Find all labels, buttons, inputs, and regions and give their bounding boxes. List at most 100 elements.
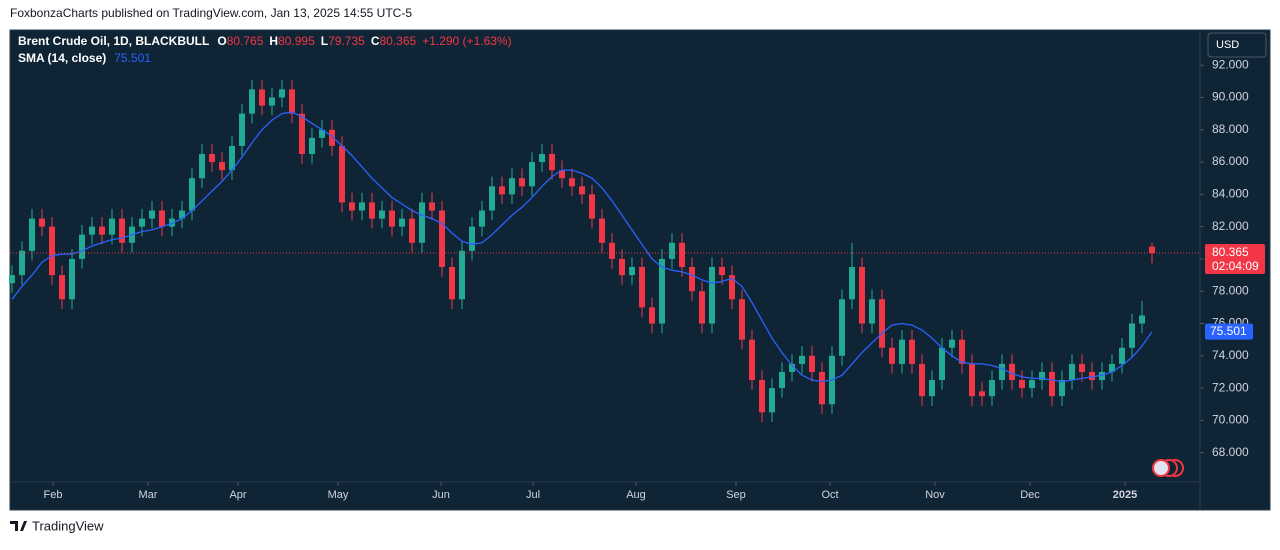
last-price-tag [1205,244,1265,275]
candle-body [699,291,705,324]
candle-body [429,202,435,211]
candle-body [819,371,825,405]
candle-body [69,258,75,300]
candle-body [1129,323,1135,348]
currency[interactable]: USD [1216,39,1239,51]
candle-body [939,347,945,381]
candle-body [339,145,345,203]
candle-body [789,363,795,372]
candle-body [659,258,665,324]
countdown: 02:04:09 [1212,259,1259,273]
candle-body [49,226,55,276]
sma-line [11,111,1153,383]
legend-header: Brent Crude Oil, 1D, BLACKBULL O80.765 H80… [18,34,512,48]
candle-body [649,307,655,324]
sma-tag [1205,323,1253,340]
x-tick-label: 2025 [1113,489,1137,501]
y-tick-label: 74.000 [1212,348,1249,362]
candle-body [969,363,975,397]
candle-body [729,275,735,300]
y-tick-label: 92.000 [1212,57,1249,71]
candle-body [799,355,805,364]
candle-body [979,391,985,397]
candle-body [169,218,175,227]
candle-body [1099,371,1105,381]
y-tick-label: 84.000 [1212,187,1249,201]
candle-body [889,347,895,364]
candle-body [899,339,905,364]
candle-body [959,339,965,364]
x-tick-label: Sep [726,489,746,501]
candle-body [469,226,475,251]
ohlc-value: 80.365 [379,34,416,48]
candle-body [499,186,505,195]
candle-body [289,89,295,114]
candle-body [369,202,375,219]
candle-body [579,186,585,195]
candle-body [779,371,785,389]
candle-body [309,137,315,154]
candle-body [1039,371,1045,381]
logo [10,521,27,531]
candle-body [1029,380,1035,389]
ohlc-value: 79.735 [328,34,365,48]
x-tick-label: Dec [1020,489,1040,501]
candle-body [589,194,595,219]
brand: TradingView [32,518,104,533]
y-tick-label: 86.000 [1212,154,1249,168]
candle-body [919,363,925,397]
candle-body [229,145,235,171]
candle-body [239,113,245,146]
candle-body [99,226,105,235]
candle-body [569,178,575,187]
candle-body [1059,380,1065,397]
ohlc-letter: H [269,34,278,48]
candle-body [849,267,855,300]
ohlc-letter: C [371,34,380,48]
candle-body [259,89,265,106]
x-tick-label: Aug [626,489,646,501]
candle-body [1019,380,1025,389]
candle-body [639,267,645,308]
candle-body [79,234,85,259]
ohlc-value: 80.995 [278,34,315,48]
candle-body [1139,315,1145,324]
candle-body [29,218,35,251]
y-tick-label: 70.000 [1212,413,1249,427]
candle-body [449,267,455,300]
candle-body [119,218,125,243]
candle-body [619,258,625,276]
candle-body [989,380,995,397]
sma-value: 75.501 [114,51,151,65]
candle-body [489,186,495,211]
candle-body [189,178,195,211]
candle-body [19,250,25,276]
plot [9,79,1155,423]
ohlc-letter: L [321,34,328,48]
x-tick-label: Jun [432,489,450,501]
candle-body [689,267,695,292]
candle-body [1149,246,1155,254]
candle-body [219,162,225,171]
x-tick-label: Jul [526,489,540,501]
candle-body [279,89,285,98]
candle-body [389,210,395,227]
ohlc-letter: O [217,34,226,48]
candle-body [89,226,95,235]
last-price: 80.365 [1212,245,1249,259]
y-tick-label: 78.000 [1212,283,1249,297]
price-change: +1.290 (+1.63%) [422,34,511,48]
candle-body [109,218,115,235]
candle-body [439,210,445,268]
events-icon [1152,459,1184,477]
candle-body [59,275,65,300]
ohlc-value: 80.765 [227,34,264,48]
candle-body [419,202,425,243]
candle-body [859,267,865,324]
candle-body [399,218,405,227]
candle-body [409,218,415,243]
currency-box[interactable] [1207,32,1267,58]
candle-body [559,170,565,179]
candle-body [749,339,755,381]
